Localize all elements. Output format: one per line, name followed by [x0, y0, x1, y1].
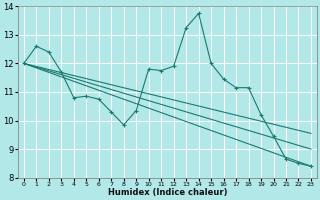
- X-axis label: Humidex (Indice chaleur): Humidex (Indice chaleur): [108, 188, 227, 197]
